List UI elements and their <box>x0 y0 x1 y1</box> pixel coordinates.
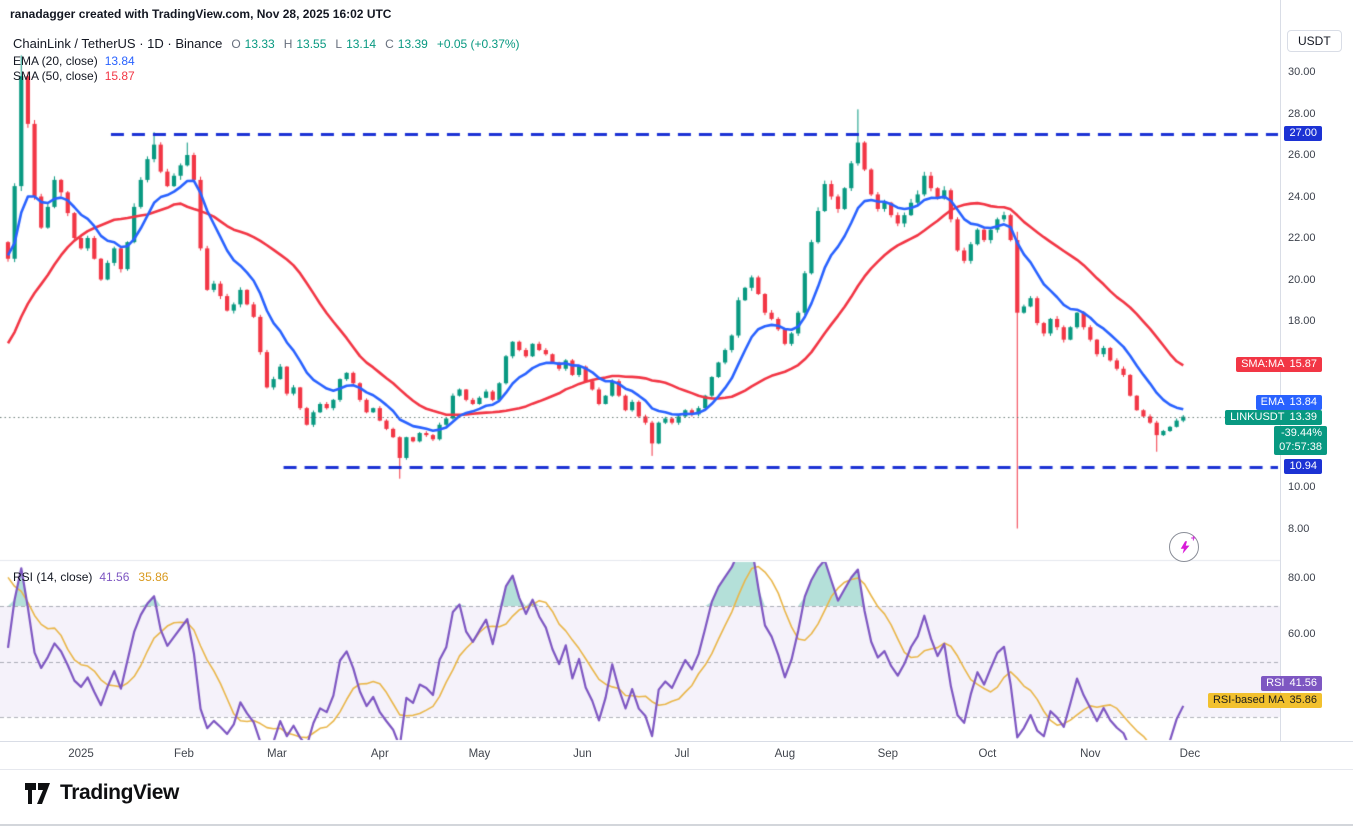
tradingview-logo[interactable]: TradingView <box>24 781 179 805</box>
support-value: 10.94 <box>1289 460 1317 472</box>
tradingview-logo-icon <box>25 782 50 804</box>
time-axis-label: 2025 <box>68 748 94 760</box>
rsi-legend[interactable]: RSI (14, close) 41.56 35.86 <box>13 570 168 584</box>
sma-legend-label: SMA (50, close) <box>13 69 98 83</box>
time-axis-label: Mar <box>267 748 287 760</box>
time-axis[interactable]: 2025 Feb Mar Apr May Jun Jul Aug Sep Oct Nov Dec <box>0 741 1353 770</box>
axis-unit-selector[interactable]: USDT <box>1287 30 1342 52</box>
price-tick-label: 22.00 <box>1288 232 1316 244</box>
price-tick-label: 8.00 <box>1288 522 1310 535</box>
price-tick-label: 28.00 <box>1288 107 1316 120</box>
time-axis-label: Apr <box>370 748 389 760</box>
rsi-tick-label: 60.00 <box>1288 627 1316 640</box>
change-value: +0.05 (+0.37%) <box>436 37 520 51</box>
rsi-legend-label: RSI (14, close) <box>13 570 93 584</box>
sma-legend-value: 15.87 <box>104 69 135 83</box>
sma-badge-value: 15.87 <box>1289 358 1317 370</box>
change-countdown-badge: -39.44% 07:57:38 <box>1274 426 1327 455</box>
ema-axis-badge: EMA 13.84 <box>1255 395 1322 410</box>
price-tick-label: 20.00 <box>1288 273 1316 286</box>
ema-badge-value: 13.84 <box>1289 396 1317 408</box>
high-value: 13.55 <box>296 37 327 51</box>
sma-axis-badge: SMA:MA 15.87 <box>1236 357 1322 372</box>
tradingview-logo-text: TradingView <box>60 781 179 804</box>
rsi-badge-value: 41.56 <box>1289 677 1317 689</box>
price-tick-label: 30.00 <box>1288 66 1316 78</box>
price-tick-label: 24.00 <box>1288 190 1316 203</box>
open-label: O <box>231 37 241 51</box>
page-bottom-edge <box>0 824 1353 826</box>
symbol-legend[interactable]: ChainLink / TetherUS · 1D · Binance O 13.… <box>13 36 520 51</box>
footer: TradingView <box>0 768 1353 824</box>
ema-legend-label: EMA (20, close) <box>13 54 98 68</box>
lightning-icon <box>1180 540 1189 554</box>
plus-icon: + <box>1190 533 1196 543</box>
time-axis-label: Nov <box>1080 748 1101 760</box>
price-tick-label: 10.00 <box>1288 481 1316 493</box>
rsi-legend-value: 41.56 <box>99 570 130 584</box>
rsi-axis-badge: RSI 41.56 <box>1261 676 1322 691</box>
price-tick-label: 26.00 <box>1288 149 1316 161</box>
bar-countdown-value: 07:57:38 <box>1279 441 1322 453</box>
time-axis-label: Dec <box>1179 748 1201 760</box>
rsi-ma-axis-badge: RSI-based MA 35.86 <box>1207 693 1322 708</box>
credit-line: ranadagger created with TradingView.com,… <box>10 7 392 21</box>
symbol-title: ChainLink / TetherUS · 1D · Binance <box>13 36 223 51</box>
ema-legend[interactable]: EMA (20, close) 13.84 <box>13 54 135 68</box>
close-value: 13.39 <box>397 37 428 51</box>
chart-canvas[interactable] <box>0 0 1281 741</box>
time-axis-label: Jul <box>674 748 690 760</box>
open-value: 13.33 <box>244 37 275 51</box>
rsi-ma-legend-value: 35.86 <box>138 570 169 584</box>
low-label: L <box>335 37 343 51</box>
rsi-tick-label: 80.00 <box>1288 572 1316 585</box>
ema-badge-label: EMA <box>1260 396 1285 408</box>
support-price-badge: 10.94 <box>1284 459 1322 474</box>
price-badge-symbol: LINKUSDT <box>1230 411 1285 423</box>
sma-badge-label: SMA:MA <box>1241 358 1285 370</box>
time-axis-label: Sep <box>877 748 899 760</box>
time-axis-label: Aug <box>774 748 796 760</box>
rsi-ma-badge-label: RSI-based MA <box>1212 694 1285 706</box>
price-tick-label: 18.00 <box>1288 315 1316 327</box>
time-axis-label: Jun <box>573 748 592 760</box>
rsi-badge-label: RSI <box>1266 677 1285 689</box>
resistance-price-badge: 27.00 <box>1284 126 1322 141</box>
low-value: 13.14 <box>346 37 377 51</box>
time-axis-label: Oct <box>978 748 997 760</box>
price-badge-value: 13.39 <box>1289 411 1317 423</box>
high-label: H <box>283 37 293 51</box>
close-label: C <box>385 37 394 51</box>
time-axis-label: May <box>468 748 491 760</box>
rsi-ma-badge-value: 35.86 <box>1289 694 1317 706</box>
ema-legend-value: 13.84 <box>104 54 135 68</box>
last-price-badge: LINKUSDT 13.39 <box>1225 410 1322 425</box>
quick-action-button[interactable]: + <box>1169 532 1199 562</box>
resistance-value: 27.00 <box>1289 127 1317 139</box>
change-percent-value: -39.44% <box>1281 427 1322 439</box>
sma-legend[interactable]: SMA (50, close) 15.87 <box>13 69 135 83</box>
time-axis-label: Feb <box>174 748 194 760</box>
